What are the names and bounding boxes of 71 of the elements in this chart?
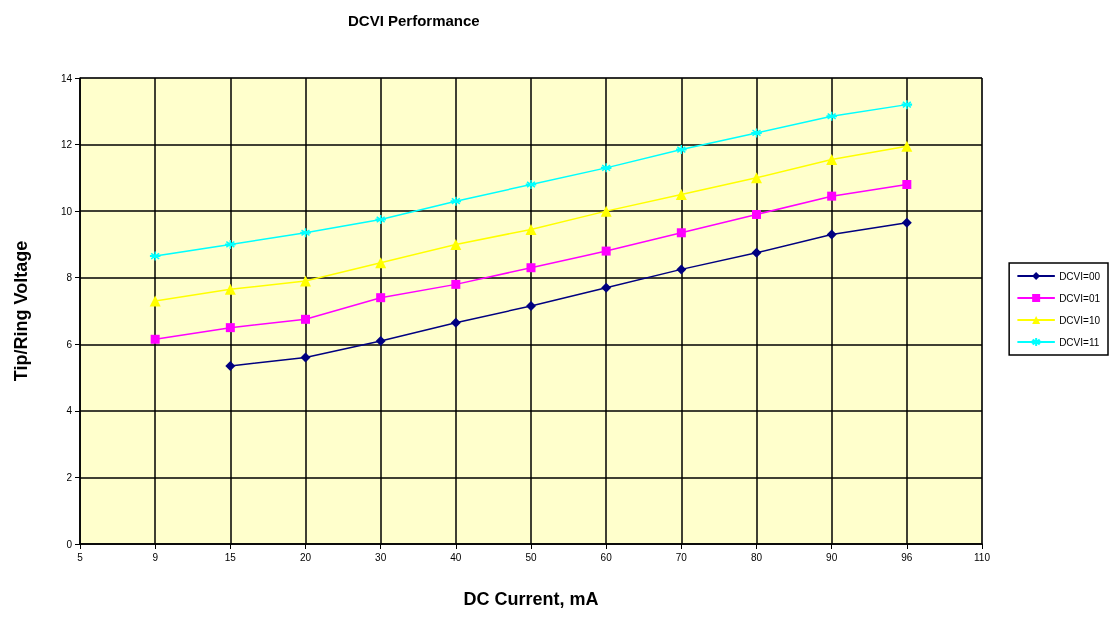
point	[600, 205, 612, 217]
point	[525, 223, 537, 235]
point	[375, 214, 386, 225]
x-tick-label: 70	[675, 551, 688, 563]
point	[601, 282, 612, 293]
point	[827, 191, 837, 201]
point	[901, 140, 913, 152]
x-tick-label: 9	[152, 551, 159, 563]
point	[902, 180, 912, 190]
point	[751, 247, 762, 258]
y-tick-label: 2	[66, 471, 73, 483]
y-tick-label: 10	[60, 205, 73, 217]
point	[601, 246, 611, 256]
x-tick-label: 40	[450, 551, 462, 563]
chart-title: DCVI Performance	[348, 12, 480, 29]
point	[901, 217, 912, 228]
y-axis-title: Tip/Ring Voltage	[11, 240, 31, 382]
x-tick-label: 50	[525, 551, 537, 563]
point	[675, 189, 687, 200]
point	[225, 360, 236, 371]
legend-label: DCVI=01	[1059, 292, 1101, 304]
point	[826, 229, 837, 240]
point	[526, 301, 536, 312]
point	[300, 352, 311, 363]
point	[149, 295, 161, 307]
y-tick-label: 12	[60, 139, 73, 151]
y-tick-label: 6	[66, 338, 73, 350]
point	[376, 293, 386, 303]
legend-label: DCVI=00	[1059, 270, 1101, 282]
point	[225, 323, 235, 333]
point	[451, 279, 461, 289]
point	[676, 228, 686, 238]
point	[450, 317, 461, 328]
point	[752, 209, 761, 219]
legend-label: DCVI=11	[1059, 336, 1100, 348]
x-axis-title: DC Current, mA	[463, 589, 599, 609]
point	[450, 195, 462, 207]
point	[676, 144, 687, 155]
y-tick-label: 14	[60, 72, 73, 84]
x-tick-label: 20	[299, 551, 312, 563]
point	[300, 275, 311, 287]
y-tick-label: 4	[66, 405, 73, 417]
point	[375, 257, 387, 269]
x-tick-label: 5	[77, 551, 84, 563]
point	[901, 99, 913, 110]
point	[149, 250, 161, 262]
point	[150, 334, 160, 344]
x-tick-label: 60	[600, 551, 613, 563]
x-tick-label: 96	[901, 551, 913, 563]
point	[301, 314, 310, 324]
point	[526, 263, 536, 273]
x-tick-label: 90	[826, 551, 838, 563]
x-tick-label: 15	[224, 551, 237, 563]
y-tick-label: 0	[66, 538, 73, 550]
point	[826, 111, 837, 122]
point	[525, 179, 537, 190]
point	[450, 238, 462, 250]
point	[224, 283, 236, 295]
point	[600, 162, 612, 174]
point	[826, 154, 838, 166]
point	[676, 264, 687, 275]
x-tick-label: 110	[974, 551, 991, 563]
point	[300, 227, 311, 239]
point	[375, 335, 386, 346]
x-tick-label: 30	[375, 551, 387, 563]
y-tick-label: 8	[66, 272, 73, 284]
point	[751, 172, 762, 184]
legend-label: DCVI=10	[1059, 314, 1101, 326]
point	[751, 127, 762, 139]
x-tick-label: 80	[750, 551, 763, 563]
point	[225, 239, 236, 250]
